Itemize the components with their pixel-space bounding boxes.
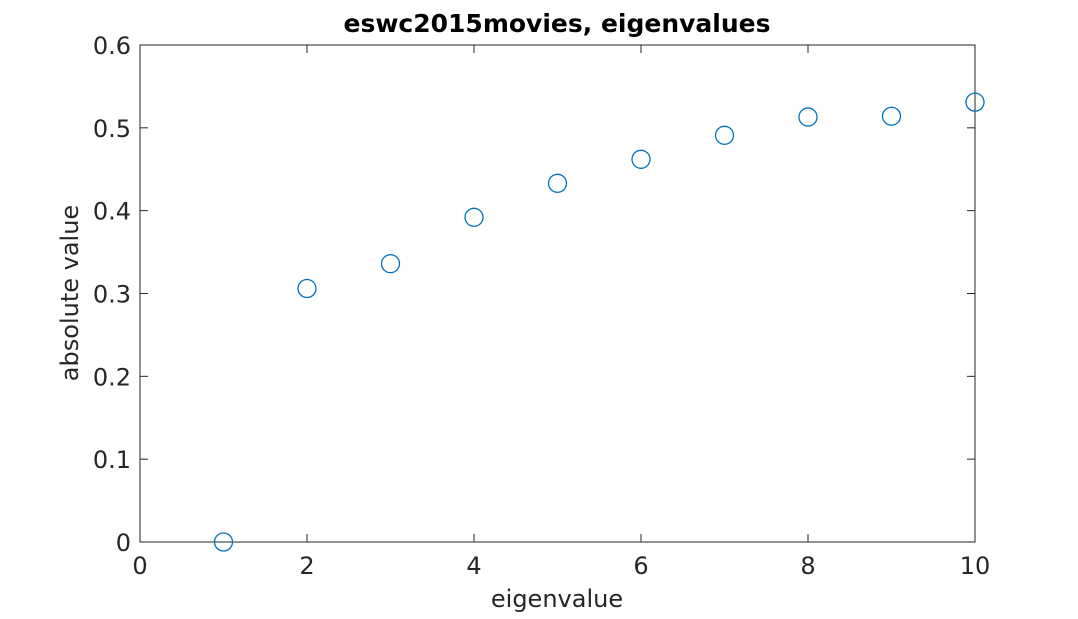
data-point	[798, 107, 818, 127]
x-tick-label: 8	[800, 552, 815, 580]
data-point	[213, 532, 234, 552]
y-tick-label: 0.5	[93, 115, 131, 143]
chart-title: eswc2015movies, eigenvalues	[343, 9, 770, 38]
y-axis-label: absolute value	[56, 205, 84, 381]
x-axis-label: eigenvalue	[491, 585, 623, 613]
plot-area	[139, 44, 976, 543]
y-tick-label: 0.6	[93, 32, 131, 60]
data-point	[464, 207, 484, 227]
x-tick-label: 0	[132, 552, 147, 580]
data-point	[881, 106, 902, 126]
axis-ticks	[139, 44, 976, 543]
y-tick-label: 0.1	[93, 446, 131, 474]
data-point	[380, 254, 401, 274]
y-tick-label: 0.2	[93, 363, 131, 391]
x-tick-label: 6	[633, 552, 648, 580]
tick-labels: 0 2 4 6 8 10 0 0.1 0.2 0.3 0.4 0.5 0.6	[93, 32, 990, 580]
data-point	[547, 173, 568, 193]
y-tick-label: 0.3	[93, 281, 131, 309]
y-tick-label: 0.4	[93, 198, 131, 226]
data-point	[714, 125, 735, 145]
y-tick-label: 0	[116, 529, 131, 557]
x-tick-label: 2	[299, 552, 314, 580]
x-tick-label: 10	[960, 552, 991, 580]
data-point	[631, 149, 651, 169]
data-point	[297, 278, 317, 299]
data-points	[213, 92, 985, 552]
x-tick-label: 4	[466, 552, 481, 580]
data-point	[965, 92, 985, 112]
